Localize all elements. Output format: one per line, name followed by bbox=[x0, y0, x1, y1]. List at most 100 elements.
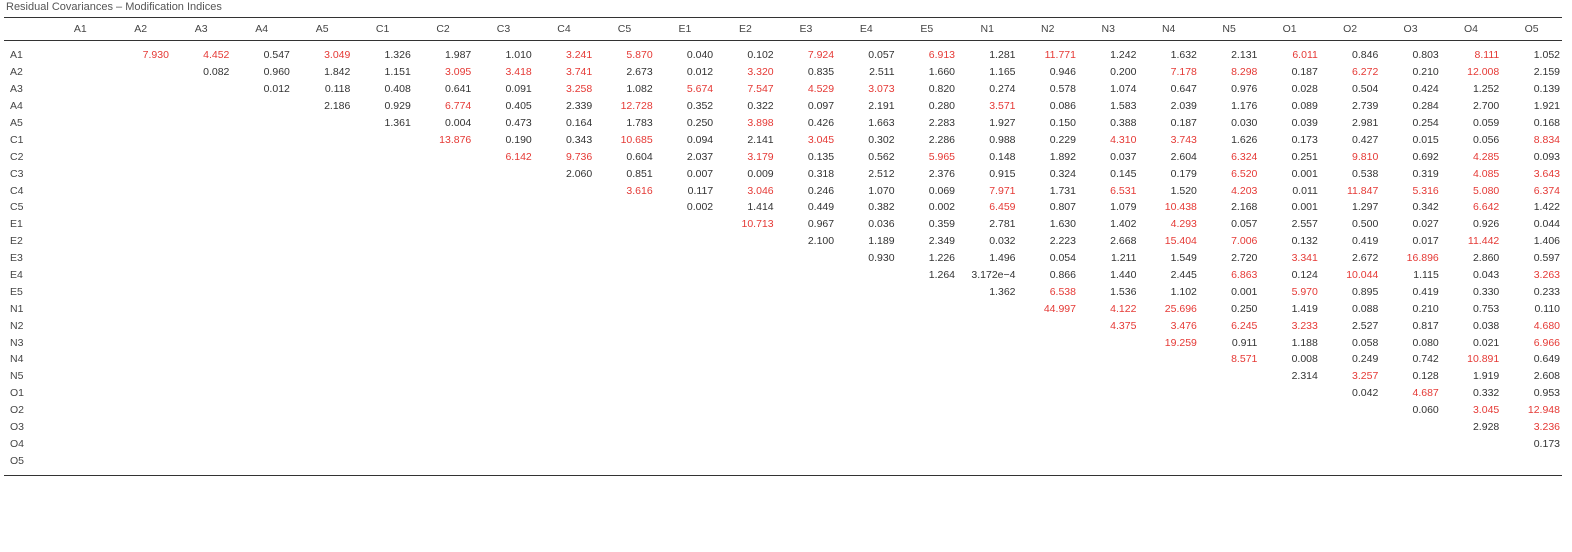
table-cell: 0.057 bbox=[1231, 218, 1258, 231]
empty-cell bbox=[473, 317, 533, 334]
table-cell: 0.038 bbox=[1472, 319, 1500, 332]
table-cell: 0.040 bbox=[686, 49, 714, 62]
empty-cell bbox=[1138, 419, 1198, 436]
table-header: A1 A2 A3 A4 A5 C1 C2 C3 C4 C5 E1 E2 E3 E4 E5 N1 N2 N3 N4 N5… bbox=[4, 17, 1562, 41]
header-corner bbox=[4, 17, 50, 41]
table-row: O5 bbox=[4, 452, 1562, 469]
empty-cell bbox=[352, 131, 412, 148]
column-header-e3: E3 bbox=[775, 17, 837, 41]
table-cell: 0.001 bbox=[1291, 201, 1318, 214]
column-header-o5: O5 bbox=[1501, 17, 1562, 41]
empty-cell bbox=[655, 216, 715, 233]
empty-cell bbox=[1078, 351, 1138, 368]
empty-cell bbox=[413, 267, 473, 284]
table-cell: 0.249 bbox=[1352, 353, 1379, 366]
table-cell: 0.094 bbox=[686, 133, 714, 146]
table-cell: 0.976 bbox=[1231, 83, 1258, 96]
empty-cell bbox=[50, 317, 110, 334]
table-cell: 12.728 bbox=[620, 100, 653, 113]
empty-cell bbox=[534, 317, 594, 334]
empty-cell bbox=[50, 199, 110, 216]
table-cell: 1.070 bbox=[868, 184, 895, 197]
empty-cell bbox=[292, 419, 352, 436]
row-header-a2: A2 bbox=[10, 66, 23, 79]
empty-cell bbox=[594, 334, 654, 351]
empty-cell bbox=[1441, 452, 1501, 469]
table-cell: 2.100 bbox=[807, 235, 835, 248]
empty-cell bbox=[1320, 402, 1380, 419]
table-cell: 1.406 bbox=[1533, 235, 1560, 248]
empty-cell bbox=[1078, 385, 1138, 402]
empty-cell bbox=[836, 452, 896, 469]
row-header-c1: C1 bbox=[10, 133, 24, 146]
table-cell: 0.382 bbox=[868, 201, 895, 214]
empty-cell bbox=[292, 131, 352, 148]
empty-cell bbox=[352, 283, 412, 300]
table-cell: 2.608 bbox=[1533, 370, 1560, 383]
table-cell: 2.131 bbox=[1231, 49, 1258, 62]
table-cell: 0.803 bbox=[1412, 49, 1439, 62]
empty-cell bbox=[50, 385, 110, 402]
empty-cell bbox=[776, 317, 836, 334]
table-row: A2 0.082 0.960 1.842 1.151 3.095 3.418 3.741 2.6… bbox=[4, 64, 1562, 81]
empty-cell bbox=[1018, 351, 1078, 368]
empty-cell bbox=[1138, 402, 1198, 419]
empty-cell bbox=[231, 148, 291, 165]
empty-cell bbox=[776, 300, 836, 317]
table-cell: 10.685 bbox=[620, 133, 653, 146]
table-cell: 0.246 bbox=[807, 184, 835, 197]
table-cell: 0.015 bbox=[1412, 133, 1439, 146]
empty-cell bbox=[473, 182, 533, 199]
empty-cell bbox=[352, 452, 412, 469]
table-cell: 0.851 bbox=[626, 167, 653, 180]
table-cell: 5.080 bbox=[1472, 184, 1500, 197]
empty-cell bbox=[836, 435, 896, 452]
table-cell: 0.929 bbox=[384, 100, 411, 113]
table-cell: 0.343 bbox=[565, 133, 593, 146]
empty-cell bbox=[957, 419, 1017, 436]
row-header-c3: C3 bbox=[10, 167, 24, 180]
empty-cell bbox=[50, 131, 110, 148]
empty-cell bbox=[1018, 385, 1078, 402]
table-cell: 0.342 bbox=[1412, 201, 1439, 214]
empty-cell bbox=[776, 419, 836, 436]
empty-cell bbox=[50, 148, 110, 165]
table-cell: 0.742 bbox=[1412, 353, 1439, 366]
table-cell: 1.151 bbox=[384, 66, 411, 79]
table-cell: 11.442 bbox=[1467, 235, 1500, 248]
empty-cell bbox=[413, 233, 473, 250]
table-cell: 4.203 bbox=[1231, 184, 1258, 197]
table-cell: 25.696 bbox=[1164, 302, 1197, 315]
table-cell: 0.124 bbox=[1291, 269, 1318, 282]
empty-cell bbox=[110, 64, 170, 81]
empty-cell bbox=[413, 452, 473, 469]
table-cell: 3.095 bbox=[445, 66, 472, 79]
table-cell: 3.341 bbox=[1291, 252, 1318, 265]
empty-cell bbox=[50, 419, 110, 436]
table-cell: 2.376 bbox=[928, 167, 956, 180]
table-row: E2 2.100 1.189 2.349 0.032 2.223 2.668 15.404 7.… bbox=[4, 233, 1562, 250]
empty-cell bbox=[171, 368, 231, 385]
empty-cell bbox=[715, 435, 775, 452]
empty-cell bbox=[473, 452, 533, 469]
row-header-o4: O4 bbox=[10, 437, 25, 450]
empty-cell bbox=[897, 334, 957, 351]
table-cell: 1.549 bbox=[1170, 252, 1197, 265]
empty-cell bbox=[776, 351, 836, 368]
table-cell: 7.971 bbox=[989, 184, 1016, 197]
empty-cell bbox=[292, 317, 352, 334]
table-cell: 3.073 bbox=[868, 83, 895, 96]
empty-cell bbox=[171, 199, 231, 216]
empty-cell bbox=[292, 165, 352, 182]
table-row: N1 44.997 4.122 25.696 0.250 1.419 0.088 0.210 0… bbox=[4, 300, 1562, 317]
empty-cell bbox=[231, 435, 291, 452]
table-cell: 0.044 bbox=[1533, 218, 1560, 231]
empty-cell bbox=[897, 385, 957, 402]
table-cell: 1.362 bbox=[989, 285, 1016, 298]
empty-cell bbox=[110, 368, 170, 385]
empty-cell bbox=[473, 233, 533, 250]
table-cell: 1.252 bbox=[1472, 83, 1500, 96]
empty-cell bbox=[655, 435, 715, 452]
table-cell: 6.774 bbox=[445, 100, 472, 113]
empty-cell bbox=[110, 233, 170, 250]
